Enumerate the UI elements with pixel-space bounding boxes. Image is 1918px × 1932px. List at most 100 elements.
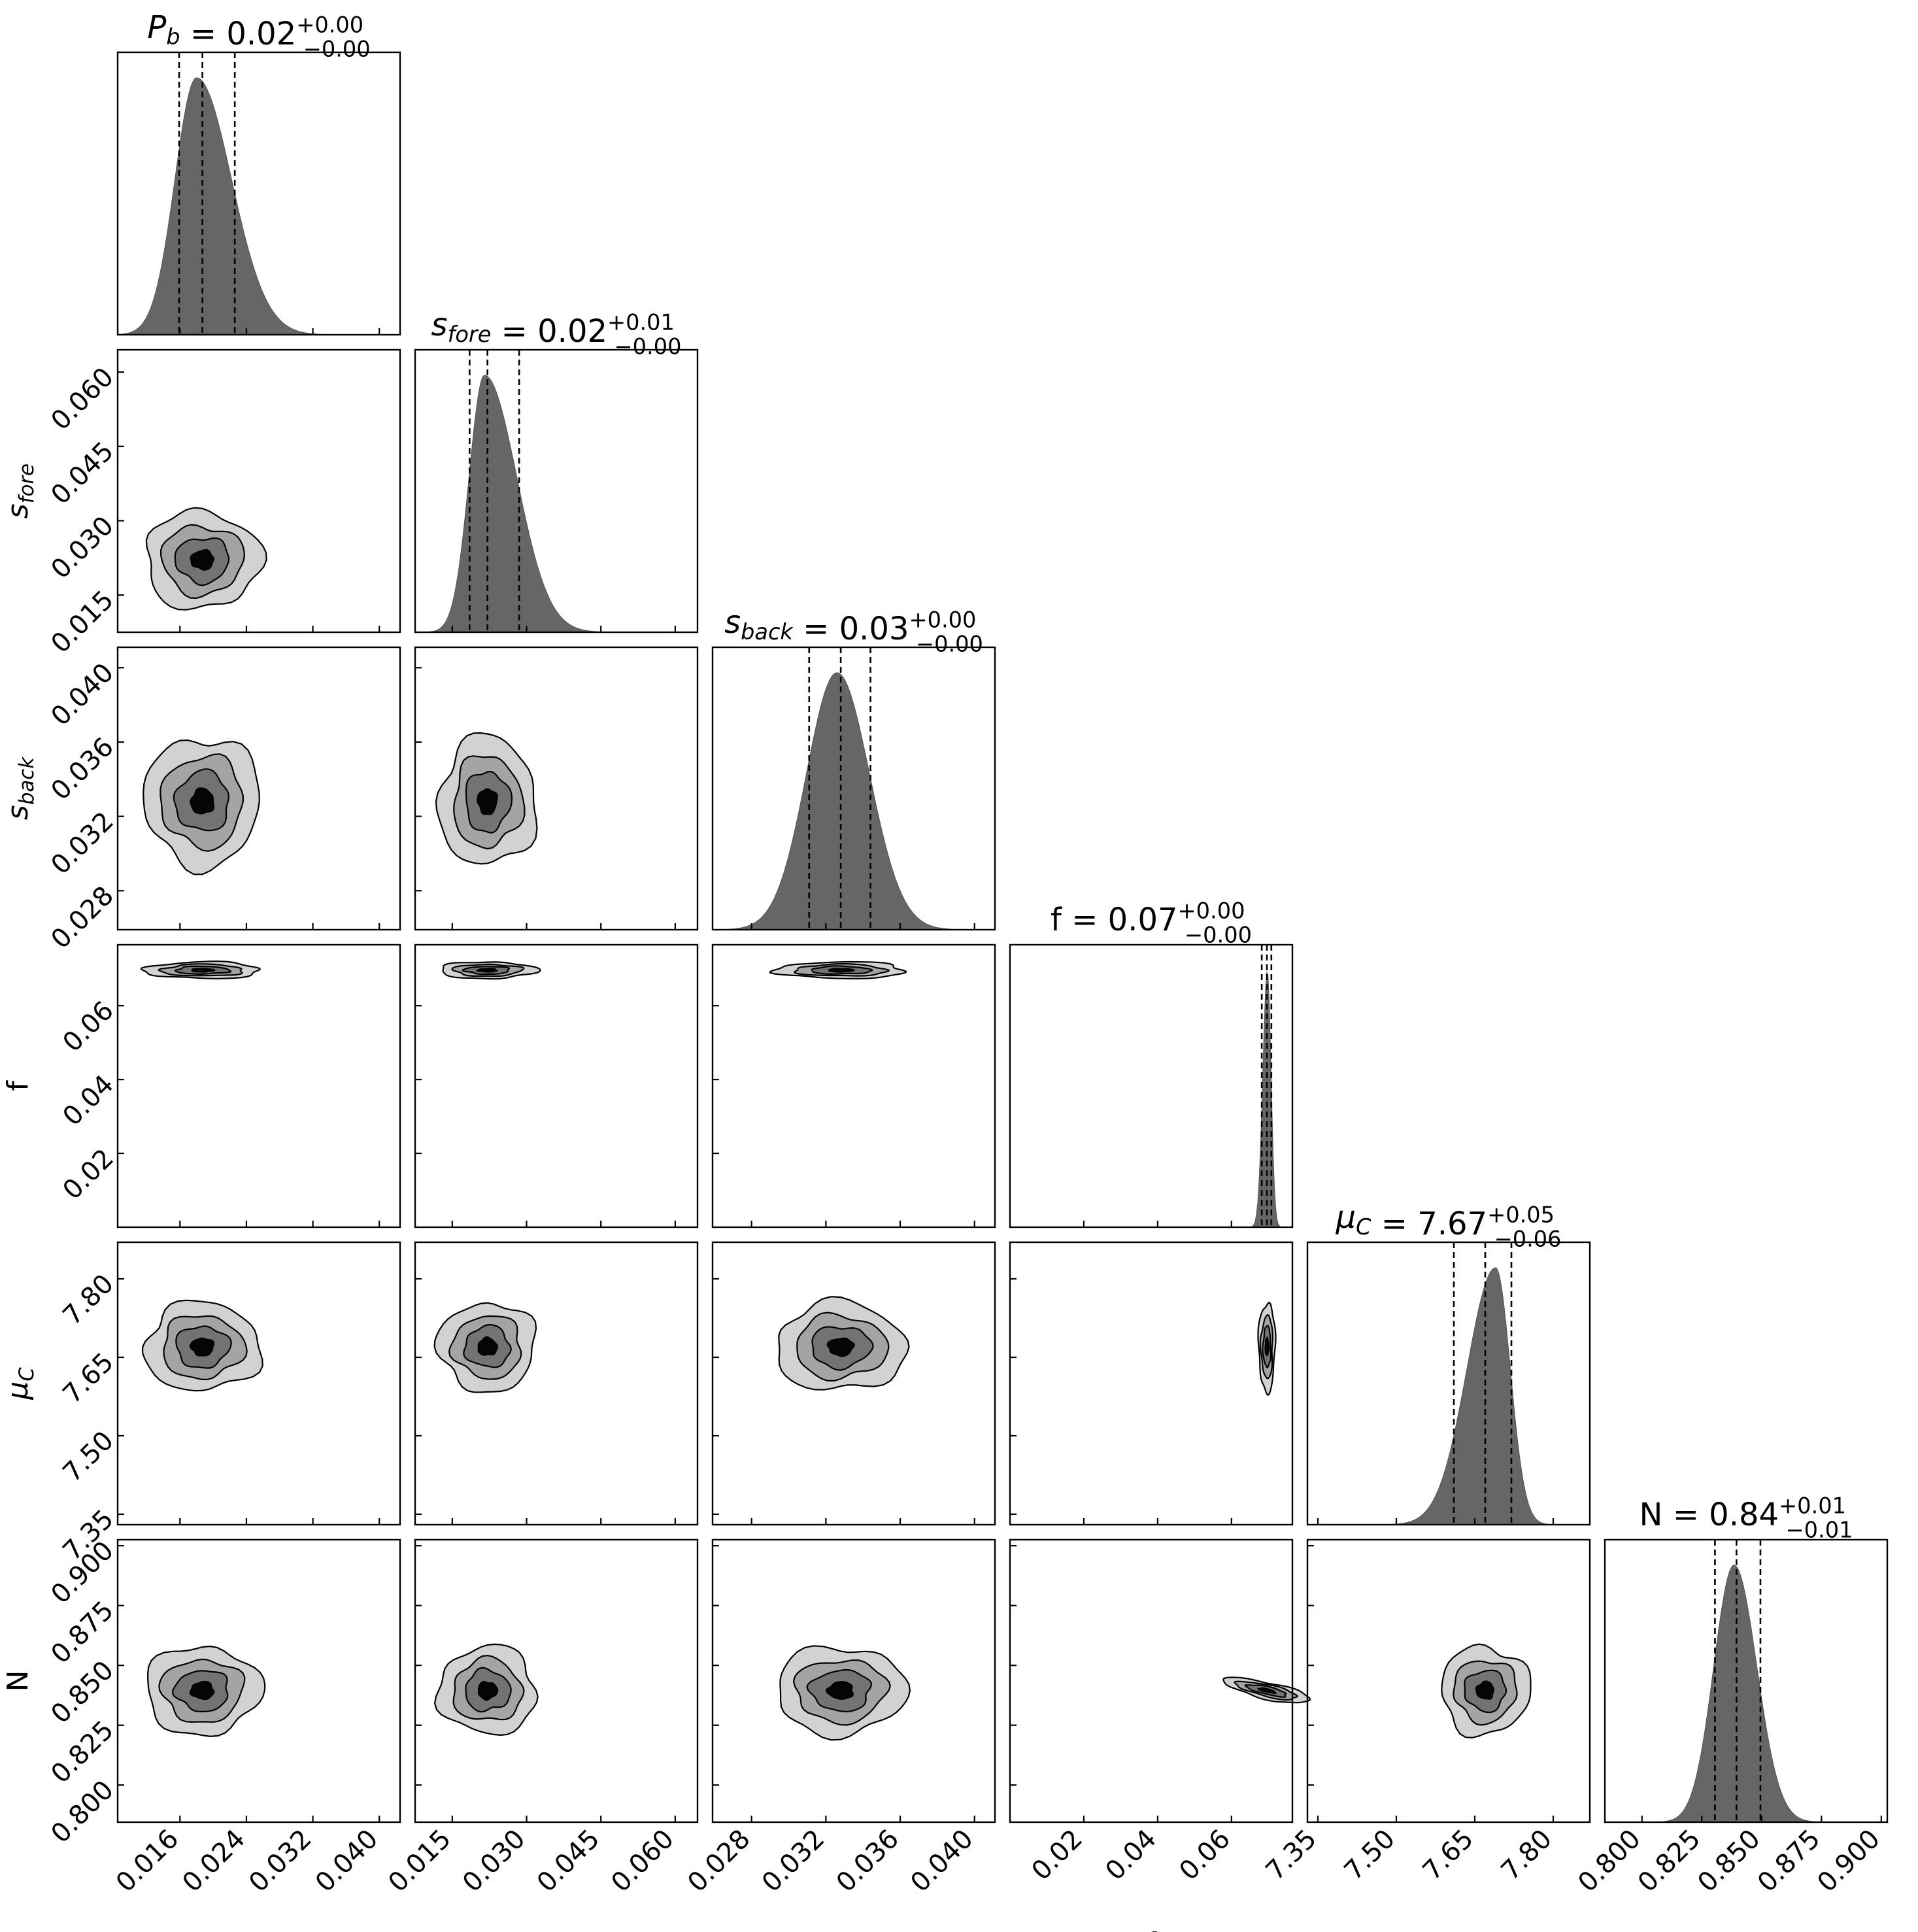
histogram-Pb <box>117 77 400 335</box>
x-tick-label-sback: 0.032 <box>756 1824 831 1899</box>
y-tick-label-N: 0.850 <box>45 1655 120 1730</box>
y-tick-label-N: 0.875 <box>45 1595 120 1670</box>
panel-frame <box>116 943 401 1229</box>
contour-level-4 <box>825 1681 854 1700</box>
panel-frame <box>414 1538 699 1823</box>
x-axis-label-sfore: sfore <box>529 1927 584 1932</box>
y-tick-label-f: 0.06 <box>57 996 120 1059</box>
contour-level-4 <box>1264 1336 1270 1357</box>
histogram-sback <box>712 672 995 930</box>
x-tick-label-muC: 7.50 <box>1339 1824 1402 1887</box>
x-tick-label-N: 0.875 <box>1752 1824 1826 1899</box>
panel-N-vs-sfore: 0.015 0.030 0.045 0.060 <box>382 1538 699 1899</box>
panel-frame <box>1306 1538 1591 1823</box>
y-tick-label-f: 0.04 <box>57 1070 120 1132</box>
y-tick-label-sfore: 0.045 <box>45 436 120 511</box>
y-tick-label-sfore: 0.015 <box>45 585 120 660</box>
histogram-muC <box>1307 1267 1590 1525</box>
y-tick-label-sfore: 0.060 <box>45 362 120 437</box>
y-axis-label-N: N <box>1 1670 35 1692</box>
x-tick-label-Pb: 0.032 <box>243 1824 318 1899</box>
y-axis-label-sback: sback <box>1 756 39 820</box>
x-tick-label-N: 0.900 <box>1811 1824 1886 1899</box>
panel-f-vs-f: f = 0.07+0.00 −0.00 <box>1009 898 1294 1229</box>
panel-frame <box>116 1538 401 1823</box>
x-tick-label-muC: 7.65 <box>1417 1824 1480 1887</box>
y-tick-label-muC: 7.50 <box>57 1425 120 1488</box>
y-tick-label-sback: 0.032 <box>45 806 120 881</box>
title-f: f = 0.07+0.00 −0.00 <box>1051 898 1252 948</box>
panel-frame <box>1306 1241 1591 1526</box>
contour-level-4 <box>477 788 498 815</box>
title-Pb: Pb = 0.02+0.00 −0.00 <box>147 9 370 62</box>
panel-frame <box>116 646 401 931</box>
y-tick-label-sfore: 0.030 <box>45 511 120 585</box>
x-tick-label-sback: 0.040 <box>905 1824 979 1899</box>
histogram-f <box>1010 971 1292 1228</box>
title-N: N = 0.84+0.01 −0.01 <box>1640 1493 1853 1543</box>
y-tick-label-N: 0.825 <box>45 1715 120 1789</box>
y-tick-label-muC: 7.80 <box>57 1268 120 1331</box>
x-tick-label-sfore: 0.060 <box>605 1824 680 1899</box>
x-axis-label-N: N <box>1736 1927 1757 1932</box>
x-tick-label-N: 0.850 <box>1692 1824 1766 1899</box>
contour-level-4 <box>190 787 215 815</box>
x-tick-label-sfore: 0.015 <box>382 1824 457 1899</box>
panel-N-vs-N: N = 0.84+0.01 −0.01 0.8000.8250.8500.8750.… <box>1572 1493 1889 1899</box>
y-axis-label-sfore: sfore <box>1 464 39 518</box>
y-tick-label-muC: 7.65 <box>57 1347 120 1410</box>
contour-level-4 <box>1257 1687 1277 1695</box>
x-tick-label-f: 0.04 <box>1100 1824 1162 1887</box>
panel-frame <box>414 943 699 1229</box>
contour-level-4 <box>477 1336 499 1356</box>
panel-frame <box>711 943 996 1229</box>
contour-level-4 <box>826 1337 855 1357</box>
histogram-sfore <box>415 375 698 633</box>
panel-N-vs-muC: 7.35 7.50 7.65 7.80 <box>1260 1538 1591 1887</box>
panel-muC-vs-f <box>1009 1241 1294 1526</box>
panel-Pb-vs-Pb: Pb = 0.02+0.00 −0.00 <box>116 9 401 336</box>
contour-level-4 <box>828 968 855 973</box>
contour-level-4 <box>477 1681 499 1701</box>
title-sfore: sfore = 0.02+0.01 −0.00 <box>431 307 682 360</box>
panel-frame <box>711 646 996 931</box>
x-axis-label-sback: sback <box>822 1927 886 1932</box>
x-axis-label-muC: μC <box>1432 1927 1465 1932</box>
panel-N-vs-f: 0.02 0.04 0.06 <box>1009 1538 1311 1887</box>
title-sback: sback = 0.03+0.00 −0.00 <box>724 604 983 657</box>
contour-level-4 <box>190 549 215 571</box>
x-axis-label-Pb: Pb <box>244 1927 274 1932</box>
x-tick-label-Pb: 0.024 <box>177 1824 252 1899</box>
panel-sback-vs-sfore <box>414 646 699 931</box>
panel-f-vs-Pb: 0.02 0.04 0.06 <box>57 943 401 1229</box>
contour-level-4 <box>1475 1680 1495 1700</box>
y-tick-label-sback: 0.036 <box>45 732 120 806</box>
contour-level-4 <box>189 1680 215 1701</box>
panel-frame <box>116 348 401 634</box>
x-tick-label-Pb: 0.040 <box>310 1824 384 1899</box>
x-tick-label-N: 0.800 <box>1572 1824 1647 1899</box>
panel-frame <box>414 646 699 931</box>
contour-level-4 <box>191 968 216 973</box>
y-tick-label-N: 0.800 <box>45 1775 120 1850</box>
panel-frame <box>1009 943 1294 1229</box>
panel-N-vs-sback: 0.028 0.032 0.036 0.040 <box>682 1538 996 1899</box>
x-tick-label-sfore: 0.030 <box>457 1824 531 1899</box>
x-axis-label-f: f <box>1146 1927 1157 1932</box>
contour-level-4 <box>476 968 498 973</box>
panel-sfore-vs-sfore: sfore = 0.02+0.01 −0.00 <box>414 307 699 634</box>
panel-frame <box>1009 1538 1294 1823</box>
panel-f-vs-sfore <box>414 943 699 1229</box>
y-axis-label-f: f <box>1 1080 35 1091</box>
panel-frame <box>1009 1241 1294 1526</box>
y-axis-label-muC: μC <box>1 1367 39 1400</box>
title-muC: μC = 7.67+0.05 −0.06 <box>1335 1199 1561 1252</box>
panel-muC-vs-sfore <box>414 1241 699 1526</box>
x-tick-label-Pb: 0.016 <box>110 1824 185 1899</box>
panel-muC-vs-muC: μC = 7.67+0.05 −0.06 <box>1306 1199 1591 1526</box>
panel-frame <box>116 51 401 336</box>
